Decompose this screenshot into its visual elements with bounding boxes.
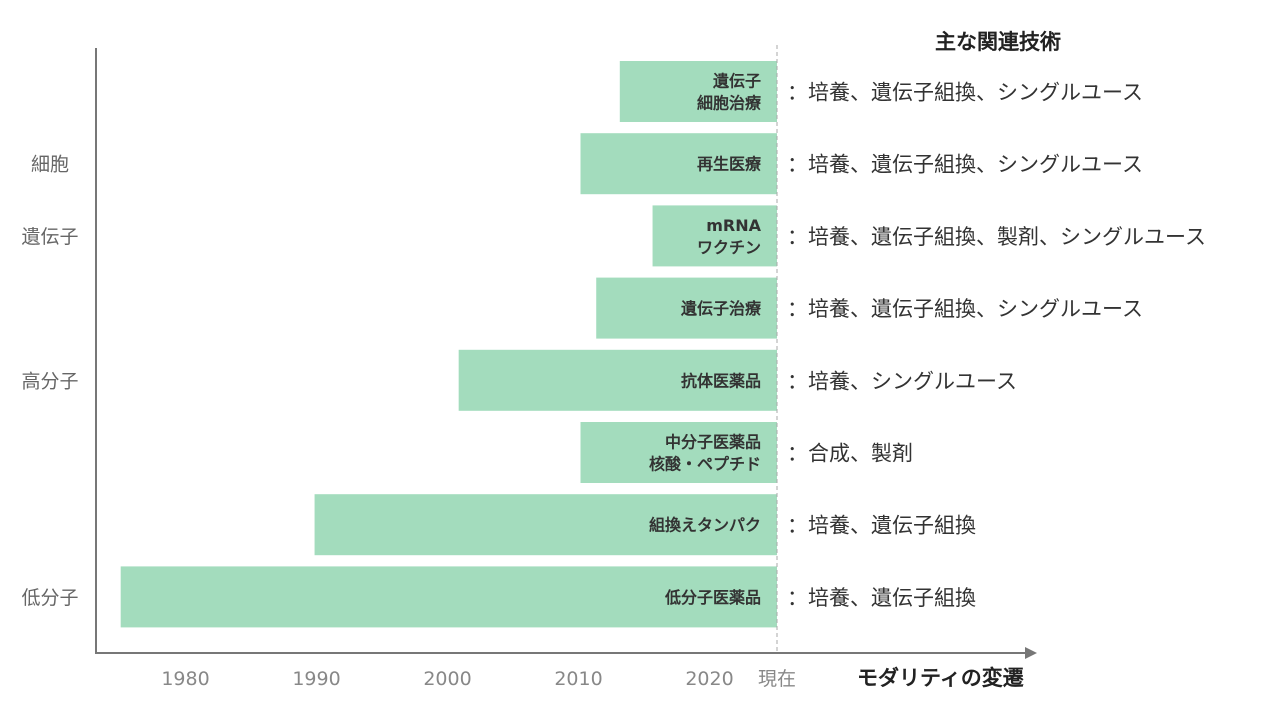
x-tick-label: 2010 [554,668,602,690]
present-tick-label: 現在 [758,668,796,690]
bar [120,566,777,628]
bar-label: 遺伝子治療 [681,299,762,318]
chart-title: 主な関連技術 [935,30,1061,54]
bar-label: 核酸・ペプチド [649,455,761,474]
x-tick-label: 1990 [292,668,340,690]
bar [580,133,777,195]
category-label: 遺伝子 [21,226,78,248]
bar-label: 細胞治療 [697,94,762,113]
category-label: 高分子 [21,370,78,392]
bar [314,494,777,556]
x-tick-label: 2000 [423,668,471,690]
bar-label: 低分子医薬品 [664,588,761,607]
bar-label: 再生医療 [697,155,762,174]
bar-label: 抗体医薬品 [681,371,761,390]
bar [580,422,777,483]
bar [458,349,777,411]
related-tech-text: ：培養、遺伝子組換、製剤、シングルユース [787,225,1206,249]
related-tech-text: ：培養、遺伝子組換、シングルユース [787,153,1143,177]
x-axis-arrow-icon [1025,647,1037,659]
related-tech-text: ：培養、遺伝子組換、シングルユース [787,81,1143,105]
x-axis-label: モダリティの変遷 [857,666,1024,690]
bar-label: 組換えタンパク [649,516,761,535]
bar-label: mRNA [706,216,761,235]
category-label: 低分子 [21,587,78,609]
bar-label: ワクチン [697,238,761,257]
related-tech-text: ：合成、製剤 [787,442,913,466]
bar-label: 遺伝子 [713,72,761,91]
related-tech-text: ：培養、シングルユース [787,369,1017,393]
bar-label: 中分子医薬品 [665,433,761,452]
x-tick-label: 2020 [685,668,733,690]
related-tech-text: ：培養、遺伝子組換、シングルユース [787,297,1143,321]
related-tech-text: ：培養、遺伝子組換 [787,514,976,538]
related-tech-text: ：培養、遺伝子組換 [787,586,976,610]
bar [619,61,777,122]
bar [596,277,777,339]
bar [652,205,777,267]
category-label: 細胞 [31,154,69,176]
x-tick-label: 1980 [161,668,209,690]
